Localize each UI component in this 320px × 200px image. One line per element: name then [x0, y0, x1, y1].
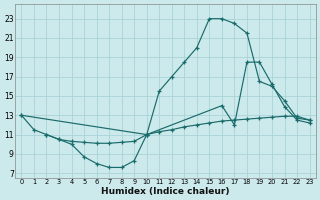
X-axis label: Humidex (Indice chaleur): Humidex (Indice chaleur): [101, 187, 230, 196]
